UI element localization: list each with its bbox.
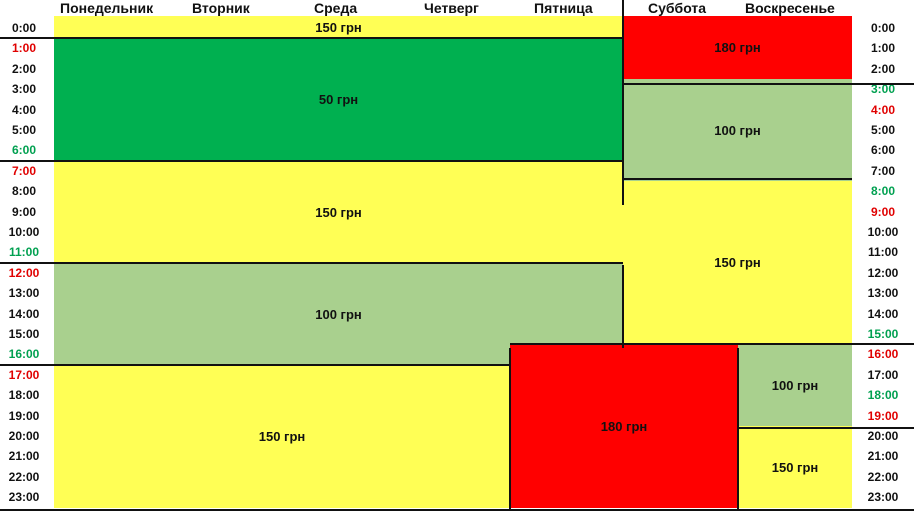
hour-label-right: 6:00: [870, 143, 896, 157]
grid-line: [510, 343, 738, 345]
hour-label-left: 8:00: [11, 184, 37, 198]
hour-label-right: 20:00: [867, 429, 899, 443]
grid-line: [0, 160, 623, 162]
grid-line: [622, 265, 624, 348]
price-label: 150 грн: [258, 429, 306, 444]
hour-label-right: 15:00: [867, 327, 899, 341]
price-label: 100 грн: [771, 377, 819, 393]
hour-label-left: 13:00: [8, 286, 40, 300]
hour-label-right: 0:00: [870, 21, 896, 35]
price-block-weekend-night: 180 грн: [623, 16, 852, 79]
hour-label-left: 17:00: [8, 368, 40, 382]
grid-line: [0, 509, 914, 511]
hour-label-right: 10:00: [867, 225, 899, 239]
day-header-friday: Пятница: [534, 0, 593, 16]
grid-line: [0, 262, 623, 264]
hour-label-left: 4:00: [11, 103, 37, 117]
hour-label-right: 19:00: [867, 409, 899, 423]
hour-label-right: 5:00: [870, 123, 896, 137]
grid-line: [623, 178, 852, 180]
hour-label-left: 23:00: [8, 490, 40, 504]
day-header-sunday: Воскресенье: [745, 0, 835, 16]
hour-label-right: 11:00: [867, 245, 899, 259]
price-label: 180 грн: [714, 40, 761, 55]
grid-line: [0, 37, 623, 39]
hour-label-right: 22:00: [867, 470, 899, 484]
hour-label-left: 20:00: [8, 429, 40, 443]
price-label: 100 грн: [315, 306, 362, 322]
hour-label-right: 1:00: [870, 41, 896, 55]
price-label: 150 грн: [315, 19, 362, 35]
hour-label-right: 18:00: [867, 388, 899, 402]
price-block-sunday-night: 150 грн: [738, 426, 852, 508]
hour-label-left: 3:00: [11, 82, 37, 96]
hour-label-left: 16:00: [8, 347, 40, 361]
hour-label-left: 15:00: [8, 327, 40, 341]
hour-label-right: 21:00: [867, 449, 899, 463]
price-block-friday-sunday-evening: 180 грн: [510, 344, 738, 508]
price-label: 180 грн: [600, 418, 648, 434]
hour-label-right: 4:00: [870, 103, 896, 117]
price-label: 50 грн: [318, 92, 359, 107]
hour-label-left: 6:00: [11, 143, 37, 157]
grid-line: [623, 83, 914, 85]
price-block-weekday-night: 50 грн: [54, 38, 623, 161]
price-block-weekday-evening: 150 грн: [54, 365, 510, 508]
price-block-weekday-night-0: 150 грн: [54, 16, 623, 38]
hour-label-right: 3:00: [870, 82, 896, 96]
grid-line: [738, 343, 914, 345]
hour-label-left: 22:00: [8, 470, 40, 484]
day-header-monday: Понедельник: [60, 0, 154, 16]
price-block-weekend-day: 150 грн: [623, 181, 852, 344]
price-block-weekday-morning: 150 грн: [54, 161, 623, 263]
price-label: 150 грн: [315, 204, 362, 220]
day-header-saturday: Суббота: [648, 0, 707, 16]
hour-label-left: 5:00: [11, 123, 37, 137]
grid-line: [622, 0, 624, 205]
hour-label-left: 2:00: [11, 62, 37, 76]
hour-label-left: 14:00: [8, 307, 40, 321]
day-header-thursday: Четверг: [424, 0, 479, 16]
hour-label-right: 23:00: [867, 490, 899, 504]
hour-label-right: 9:00: [870, 205, 896, 219]
price-block-weekend-morning: 100 грн: [623, 79, 852, 181]
hour-label-left: 0:00: [11, 21, 37, 35]
hour-label-left: 9:00: [11, 205, 37, 219]
hour-label-left: 7:00: [11, 164, 37, 178]
grid-line: [738, 427, 914, 429]
price-label: 150 грн: [714, 255, 761, 270]
hour-label-right: 2:00: [870, 62, 896, 76]
day-header-tuesday: Вторник: [192, 0, 250, 16]
hour-label-right: 12:00: [867, 266, 899, 280]
hour-label-left: 11:00: [8, 245, 40, 259]
hour-label-right: 17:00: [867, 368, 899, 382]
hour-label-left: 10:00: [8, 225, 40, 239]
hour-label-left: 19:00: [8, 409, 40, 423]
grid-line: [737, 348, 739, 511]
hour-label-left: 12:00: [8, 266, 40, 280]
hour-label-left: 21:00: [8, 449, 40, 463]
hour-label-right: 13:00: [867, 286, 899, 300]
price-label: 150 грн: [771, 459, 819, 475]
hour-label-right: 8:00: [870, 184, 896, 198]
hour-label-left: 18:00: [8, 388, 40, 402]
grid-line: [0, 364, 510, 366]
hour-label-right: 7:00: [870, 164, 896, 178]
hour-label-left: 1:00: [11, 41, 37, 55]
hour-label-right: 14:00: [867, 307, 899, 321]
grid-line: [509, 348, 511, 511]
price-block-sunday-evening: 100 грн: [738, 344, 852, 426]
hour-label-right: 16:00: [867, 347, 899, 361]
day-header-wednesday: Среда: [314, 0, 358, 16]
price-label: 100 грн: [714, 122, 761, 138]
